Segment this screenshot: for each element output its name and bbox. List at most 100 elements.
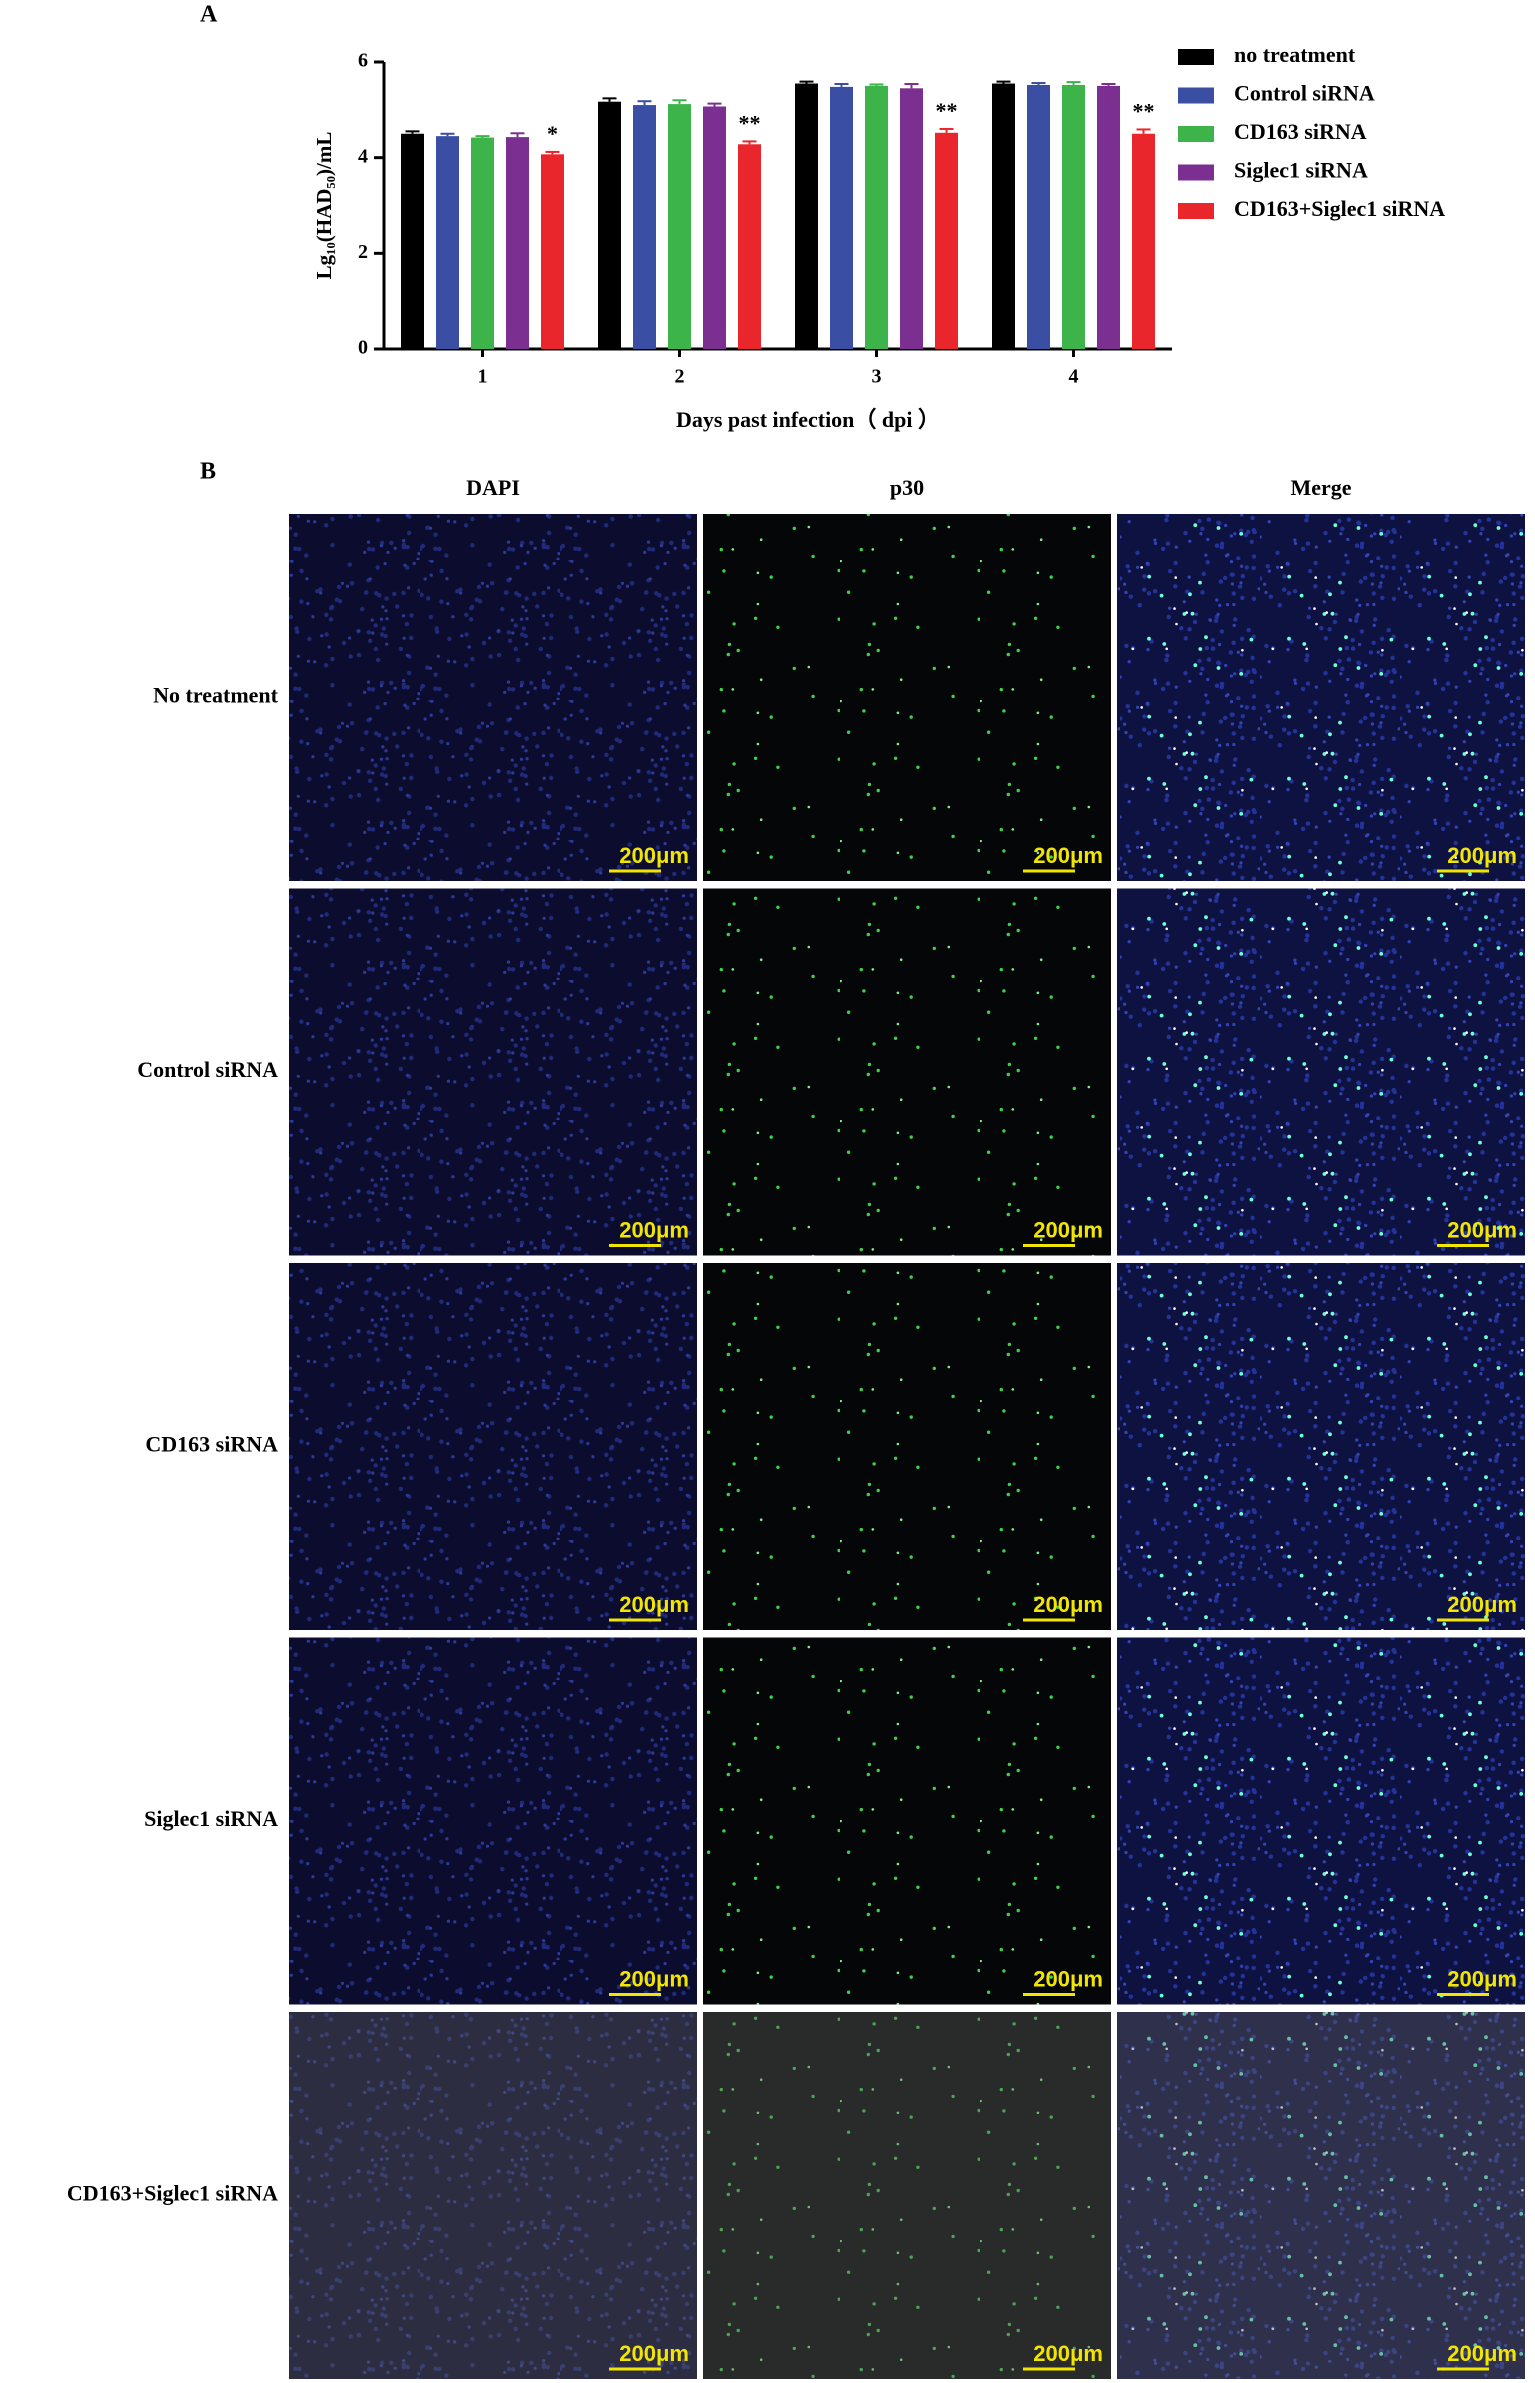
scale-bar-label: 200μm bbox=[619, 843, 689, 868]
scale-bar-label: 200μm bbox=[619, 1592, 689, 1617]
x-tick-label: 2 bbox=[675, 366, 685, 388]
significance: ** bbox=[936, 98, 958, 123]
error-bar bbox=[1066, 81, 1081, 85]
bar bbox=[598, 101, 621, 350]
bar bbox=[992, 83, 1015, 350]
micrograph-shade bbox=[289, 2012, 697, 2379]
error-bar bbox=[510, 132, 525, 138]
bar bbox=[401, 133, 424, 349]
y-tick-label: 0 bbox=[358, 337, 368, 359]
error-bar bbox=[799, 80, 814, 84]
bar bbox=[795, 83, 818, 350]
bar bbox=[738, 144, 761, 349]
bar bbox=[633, 105, 656, 349]
legend-label: CD163+Siglec1 siRNA bbox=[1234, 196, 1445, 221]
scale-bar-label: 200μm bbox=[1447, 1592, 1517, 1617]
micrograph bbox=[703, 1263, 1111, 1630]
micrograph bbox=[703, 888, 1111, 1256]
error-bar bbox=[475, 135, 490, 138]
scale-bar-label: 200μm bbox=[619, 1217, 689, 1242]
legend-label: Control siRNA bbox=[1234, 81, 1375, 106]
bar bbox=[830, 86, 853, 349]
y-tick-label: 2 bbox=[358, 241, 368, 263]
x-tick-label: 4 bbox=[1069, 366, 1079, 388]
micrograph-shade bbox=[1117, 2012, 1525, 2379]
legend-swatch bbox=[1178, 164, 1214, 181]
row-label: No treatment bbox=[153, 683, 278, 708]
bar bbox=[865, 85, 888, 350]
scale-bar-label: 200μm bbox=[1447, 1966, 1517, 1991]
column-header: p30 bbox=[890, 475, 924, 500]
panel-label: B bbox=[200, 459, 216, 485]
micrograph bbox=[703, 2012, 1111, 2379]
error-bar bbox=[440, 132, 455, 137]
significance: ** bbox=[739, 110, 761, 135]
error-bar bbox=[834, 83, 849, 87]
scale-bar-label: 200μm bbox=[1033, 1217, 1103, 1242]
bar bbox=[900, 88, 923, 349]
bar bbox=[506, 137, 529, 349]
x-axis-label: Days past infection（ dpi ） bbox=[676, 407, 940, 432]
micrograph bbox=[289, 1263, 697, 1630]
micrograph bbox=[703, 514, 1111, 881]
legend-label: CD163 siRNA bbox=[1234, 119, 1367, 144]
bar bbox=[1062, 84, 1085, 350]
column-header: Merge bbox=[1290, 475, 1351, 500]
error-bar bbox=[996, 80, 1011, 84]
scale-bar-label: 200μm bbox=[1447, 2341, 1517, 2366]
error-bar bbox=[1031, 82, 1046, 85]
legend-swatch bbox=[1178, 87, 1214, 104]
x-tick-label: 3 bbox=[872, 366, 882, 388]
micrograph bbox=[289, 1637, 697, 2005]
micrograph bbox=[1117, 1263, 1525, 1630]
error-bar bbox=[904, 83, 919, 89]
bar bbox=[1132, 133, 1155, 349]
column-header: DAPI bbox=[466, 475, 520, 500]
scale-bar-label: 200μm bbox=[1033, 1966, 1103, 1991]
error-bar bbox=[869, 83, 884, 86]
bar bbox=[1097, 85, 1120, 350]
error-bar bbox=[1136, 128, 1151, 134]
micrograph bbox=[1117, 2012, 1525, 2379]
error-bar bbox=[637, 100, 652, 106]
bar bbox=[541, 154, 564, 349]
row-label: CD163+Siglec1 siRNA bbox=[67, 2181, 278, 2206]
micrograph bbox=[289, 2012, 697, 2379]
legend-label: no treatment bbox=[1234, 42, 1356, 67]
significance: ** bbox=[1133, 98, 1155, 123]
bar bbox=[703, 106, 726, 349]
error-bar bbox=[545, 150, 560, 155]
bar bbox=[1027, 84, 1050, 350]
bar bbox=[436, 136, 459, 349]
scale-bar-label: 200μm bbox=[1033, 2341, 1103, 2366]
error-bar bbox=[939, 127, 954, 133]
micrograph-shade bbox=[703, 2012, 1111, 2379]
scale-bar-label: 200μm bbox=[1447, 843, 1517, 868]
legend-swatch bbox=[1178, 126, 1214, 142]
row-label: Control siRNA bbox=[137, 1057, 278, 1082]
error-bar bbox=[1101, 83, 1116, 86]
legend-label: Siglec1 siRNA bbox=[1234, 158, 1368, 183]
micrograph bbox=[289, 514, 697, 881]
error-bar bbox=[672, 99, 687, 105]
row-label: CD163 siRNA bbox=[145, 1432, 278, 1457]
error-bar bbox=[602, 97, 617, 102]
legend-swatch bbox=[1178, 49, 1214, 65]
bar bbox=[935, 132, 958, 349]
y-tick-label: 4 bbox=[358, 145, 368, 167]
scale-bar-label: 200μm bbox=[1447, 1217, 1517, 1242]
bar bbox=[668, 104, 691, 350]
error-bar bbox=[742, 140, 757, 145]
micrograph bbox=[1117, 514, 1525, 881]
scale-bar-label: 200μm bbox=[1033, 1592, 1103, 1617]
bar bbox=[471, 137, 494, 349]
significance: * bbox=[547, 121, 558, 146]
row-label: Siglec1 siRNA bbox=[144, 1806, 278, 1831]
micrograph bbox=[703, 1637, 1111, 2005]
error-bar bbox=[405, 130, 420, 134]
scale-bar-label: 200μm bbox=[619, 2341, 689, 2366]
micrograph bbox=[289, 888, 697, 1256]
y-axis-label: Lg₁₀(HAD₅₀)/mL bbox=[312, 132, 336, 280]
